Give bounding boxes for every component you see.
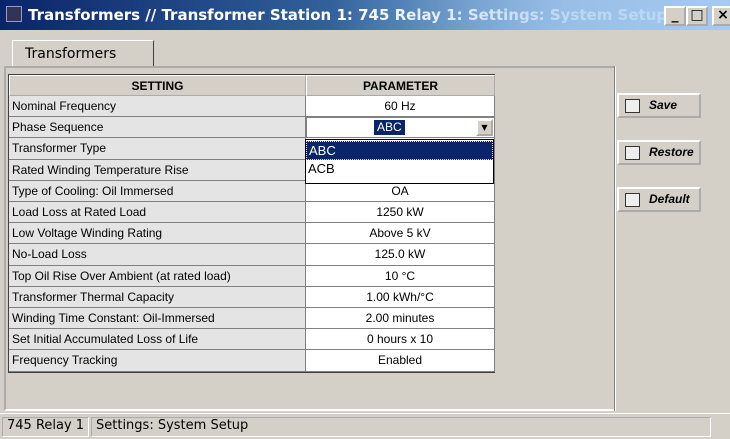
parameter-cell[interactable]: 10 °C xyxy=(306,265,495,287)
setting-cell: Transformer Type xyxy=(9,138,306,160)
parameter-cell[interactable]: 60 Hz xyxy=(306,96,495,118)
button[interactable]: Restore xyxy=(617,140,701,165)
setting-cell: Rated Winding Temperature Rise xyxy=(9,159,306,181)
parameter-cell[interactable]: 0 hours x 10 xyxy=(306,329,495,351)
setting-cell: Nominal Frequency xyxy=(9,96,306,118)
setting-cell: Top Oil Rise Over Ambient (at rated load… xyxy=(9,265,306,287)
setting-cell: Type of Cooling: Oil Immersed xyxy=(9,180,306,202)
parameter-cell[interactable]: 125.0 kW xyxy=(306,244,495,266)
button[interactable]: Save xyxy=(617,93,701,118)
button-icon xyxy=(625,193,640,207)
header-cell: SETTING xyxy=(9,75,306,96)
button-icon xyxy=(625,99,640,113)
combo-box[interactable]: ABC ▼ xyxy=(306,117,495,139)
parameter-cell[interactable]: OA xyxy=(306,180,495,202)
dropdown-option[interactable]: ACB xyxy=(308,161,335,176)
setting-cell: Low Voltage Winding Rating xyxy=(9,223,306,245)
parameter-cell[interactable]: Enabled xyxy=(306,350,495,372)
button[interactable]: Default xyxy=(617,187,701,212)
parameter-cell[interactable]: 1.00 kWh/°C xyxy=(306,286,495,308)
combo-value: ABC xyxy=(374,120,405,136)
parameter-cell[interactable]: 1250 kW xyxy=(306,202,495,224)
dropdown-list: ABC ACB xyxy=(305,139,494,184)
setting-cell: Phase Sequence xyxy=(9,117,306,139)
parameter-cell[interactable]: 2.00 minutes xyxy=(306,308,495,330)
setting-cell: Winding Time Constant: Oil-Immersed xyxy=(9,308,306,330)
setting-cell: Set Initial Accumulated Loss of Life xyxy=(9,329,306,351)
setting-cell: No-Load Loss xyxy=(9,244,306,266)
status-bar xyxy=(0,413,730,439)
button-icon xyxy=(625,146,640,160)
setting-cell: Load Loss at Rated Load xyxy=(9,202,306,224)
dropdown-option[interactable]: ABC xyxy=(306,141,493,160)
tab[interactable]: Transformers xyxy=(12,40,154,66)
header-cell: PARAMETER xyxy=(306,75,495,96)
setting-cell: Frequency Tracking xyxy=(9,350,306,372)
close-button[interactable]: × xyxy=(712,6,730,26)
combo-arrow[interactable]: ▼ xyxy=(476,119,493,137)
parameter-cell[interactable]: Above 5 kV xyxy=(306,223,495,245)
status-item: Settings: System Setup xyxy=(91,417,711,437)
separator xyxy=(614,66,616,411)
table: SETTING PARAMETER Nominal Frequency 60 Hz Ph… xyxy=(8,74,495,373)
app-icon xyxy=(6,6,22,22)
title-fade xyxy=(330,0,730,30)
status-item: 745 Relay 1 xyxy=(2,417,90,437)
setting-cell: Transformer Thermal Capacity xyxy=(9,286,306,308)
maximize-button[interactable]: □ xyxy=(686,6,708,26)
minimize-button[interactable]: _ xyxy=(664,6,686,26)
